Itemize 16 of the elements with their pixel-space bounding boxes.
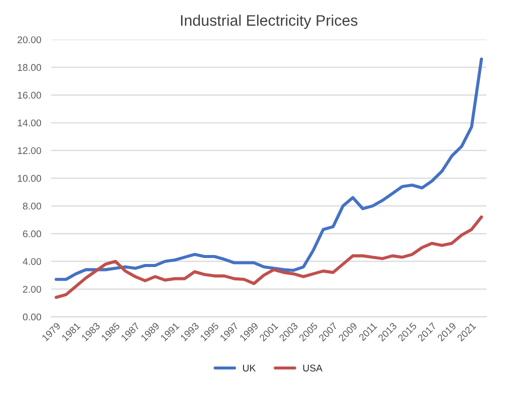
y-tick-label: 12.00 — [18, 147, 42, 154]
chart-title: Industrial Electricity Prices — [181, 14, 358, 29]
y-tick-label: 4.00 — [22, 258, 42, 265]
y-tick-label: 18.00 — [18, 64, 42, 71]
legend-label: USA — [303, 364, 322, 372]
y-tick-label: 2.00 — [23, 286, 42, 293]
y-tick-label: 20.00 — [18, 36, 42, 44]
y-tick-label: 8.00 — [22, 202, 42, 210]
y-tick-label: 0.00 — [22, 314, 42, 320]
y-tick-label: 14.00 — [18, 119, 42, 126]
y-tick-label: 16.00 — [18, 92, 42, 99]
y-tick-label: 10.00 — [18, 174, 42, 182]
y-tick-label: 6.00 — [23, 230, 42, 238]
line-series — [54, 215, 483, 299]
line-series — [54, 57, 483, 281]
legend-label: UK — [243, 364, 256, 372]
